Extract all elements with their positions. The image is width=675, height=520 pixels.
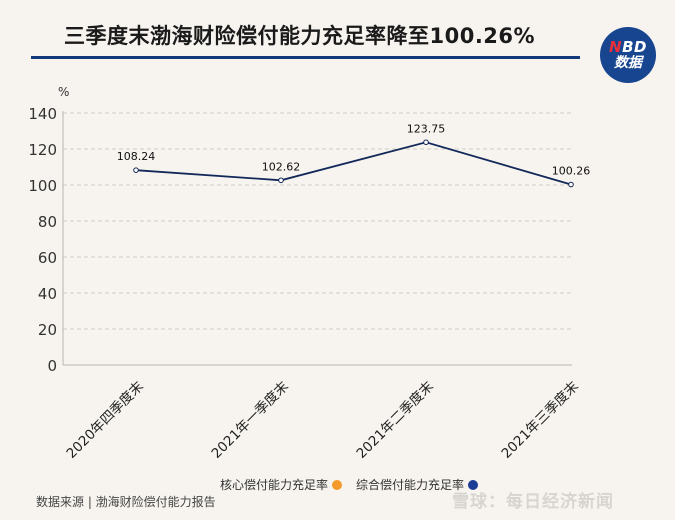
y-tick-label: 120 (28, 141, 57, 159)
data-label: 108.24 (117, 150, 156, 163)
x-tick-label: 2020年四季度末 (63, 378, 147, 462)
chart-title: 三季度末渤海财险偿付能力充足率降至100.26% (64, 24, 536, 48)
xueqiu-watermark: 雪球：每日经济新闻 (452, 492, 614, 512)
legend-item-total: 综合偿付能力充足率 (356, 476, 479, 493)
nbd-logo: NBD 数据 (600, 27, 656, 83)
title-underline (31, 56, 447, 59)
legend-label-core: 核心偿付能力充足率 (220, 478, 329, 492)
y-tick-label: 40 (38, 285, 57, 303)
logo-bd: BD (622, 37, 647, 56)
legend: 核心偿付能力充足率 综合偿付能力充足率 (220, 476, 479, 493)
data-label: 100.26 (552, 165, 591, 178)
data-label: 102.62 (262, 160, 301, 173)
title-underline-extension (447, 56, 580, 59)
data-point (423, 139, 429, 146)
y-tick-label: 0 (47, 357, 57, 375)
legend-item-core: 核心偿付能力充足率 (220, 476, 343, 493)
x-tick-label: 2021年三季度末 (498, 378, 582, 462)
data-point (568, 181, 574, 188)
legend-dot-core-icon (332, 479, 343, 490)
data-label: 123.75 (407, 122, 446, 135)
y-tick-label: 80 (38, 213, 57, 231)
data-source: 数据来源 | 渤海财险偿付能力报告 (36, 495, 216, 509)
y-axis-unit: % (58, 85, 69, 99)
y-tick-label: 60 (38, 249, 57, 267)
x-tick-label: 2021年一季度末 (208, 378, 292, 462)
logo-shuju: 数据 (614, 54, 642, 71)
y-tick-label: 20 (38, 321, 57, 339)
legend-dot-total-icon (468, 479, 479, 490)
legend-label-total: 综合偿付能力充足率 (356, 478, 465, 492)
series-line (135, 141, 572, 186)
x-tick-label: 2021年二季度末 (353, 378, 437, 462)
y-tick-label: 100 (28, 177, 57, 195)
y-tick-label: 140 (28, 105, 57, 123)
logo-n: N (609, 37, 623, 56)
data-point (278, 177, 284, 184)
data-point (133, 167, 139, 173)
